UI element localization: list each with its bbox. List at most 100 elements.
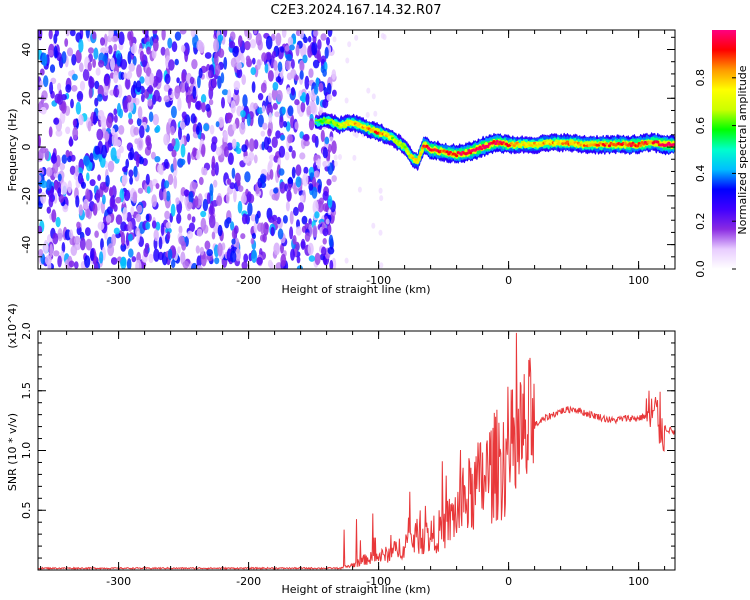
heatmap-noise-cell (308, 183, 314, 191)
heatmap-noise-cell (135, 154, 140, 168)
heatmap-noise-cell (263, 136, 270, 150)
heatmap-noise-cell (275, 76, 282, 83)
snr-y-tick-label: 1.5 (20, 382, 33, 400)
heatmap-noise-cell (110, 257, 118, 265)
heatmap-y-tick-label: -20 (20, 187, 33, 205)
heatmap-noise-cell (314, 211, 320, 219)
heatmap-noise-cell (271, 193, 279, 201)
heatmap-noise-cell (242, 94, 248, 108)
heatmap-noise-cell (64, 38, 69, 47)
heatmap-y-ticks: -40 -20 0 20 40 (20, 36, 675, 270)
heatmap-noise-cell (276, 89, 283, 103)
heatmap-ridge-cell (607, 144, 612, 148)
colorbar-tick-label: 0.8 (694, 69, 707, 87)
heatmap-noise-cell (146, 141, 152, 151)
heatmap-noise-cell (214, 162, 219, 176)
heatmap-noise-cell (267, 128, 272, 137)
heatmap-ridge-cell (492, 140, 496, 143)
heatmap-noise-cell (170, 125, 175, 136)
heatmap-noise-cell (100, 37, 105, 46)
heatmap-noise-cell (209, 124, 215, 135)
heatmap-noise-cell (304, 232, 311, 242)
heatmap-noise-cell (88, 47, 94, 54)
heatmap-noise-cell (137, 187, 144, 194)
heatmap-noise-cell (264, 63, 269, 74)
snr-x-tick-label: -200 (236, 575, 261, 588)
heatmap-noise-cell (211, 136, 218, 145)
heatmap-noise-cell (306, 105, 312, 116)
heatmap-noise-cell (226, 217, 232, 224)
heatmap-noise-cell (69, 229, 74, 239)
heatmap-noise-cell (128, 169, 134, 178)
heatmap-ridge-cell (386, 133, 390, 137)
heatmap-noise-cell (230, 100, 236, 114)
heatmap-noise-cell (94, 262, 99, 269)
heatmap-noise-cell (188, 191, 194, 204)
heatmap-noise-cell (272, 102, 278, 110)
heatmap-noise-cell (163, 95, 170, 103)
heatmap-noise-cell (68, 70, 74, 77)
heatmap-noise-cell (217, 224, 223, 237)
heatmap-noise-cell (53, 45, 58, 59)
heatmap-noise-cell (285, 201, 290, 212)
heatmap-noise-cell (75, 49, 82, 64)
heatmap-noise-cell (135, 259, 142, 269)
heatmap-noise-cell (251, 249, 258, 263)
heatmap-noise-cell (123, 72, 128, 80)
heatmap-noise-cell (366, 87, 371, 94)
heatmap-noise-cell (201, 102, 206, 113)
heatmap-noise-cell (181, 44, 186, 53)
heatmap-y-axis-title: Frequency (Hz) (6, 109, 19, 192)
heatmap-x-tick-label: -100 (366, 274, 391, 287)
colorbar-tick-label: 0.0 (694, 260, 707, 278)
heatmap-noise-cell (152, 30, 158, 35)
heatmap-noise-cell (200, 217, 207, 231)
heatmap-noise-cell (101, 144, 107, 159)
heatmap-noise-cell (111, 35, 119, 43)
heatmap-noise-cell (115, 214, 123, 225)
heatmap-noise-cell (74, 164, 79, 177)
heatmap-noise-cell (93, 47, 99, 60)
heatmap-noise-cell (280, 134, 286, 141)
heatmap-noise-cell (220, 72, 225, 84)
heatmap-noise-cell (57, 255, 62, 268)
heatmap-noise-cell (94, 145, 101, 155)
heatmap-ridge-cell (411, 156, 415, 160)
heatmap-noise-cell (365, 111, 370, 118)
heatmap-noise-cell (204, 240, 211, 250)
heatmap-noise-cell (60, 181, 68, 195)
heatmap-noise-cell (308, 68, 314, 78)
heatmap-noise-cell (70, 245, 78, 256)
heatmap-noise-cell (230, 57, 237, 68)
heatmap-noise-cell (287, 105, 294, 117)
heatmap-noise-cell (199, 246, 205, 256)
heatmap-noise-cell (322, 228, 329, 237)
heatmap-noise-cell (198, 67, 203, 79)
heatmap-noise-cell (95, 189, 101, 203)
heatmap-noise-cell (122, 207, 128, 221)
heatmap-noise-cell (94, 97, 99, 107)
heatmap-noise-cell (69, 165, 76, 175)
heatmap-noise-cell (206, 249, 213, 257)
heatmap-noise-cell (174, 85, 181, 100)
heatmap-noise-cell (317, 184, 322, 194)
heatmap-noise-cell (78, 204, 83, 217)
heatmap-ridge-cell (636, 144, 640, 148)
heatmap-noise-cell (241, 144, 248, 153)
heatmap-noise-cell (100, 115, 107, 129)
heatmap-noise-cell (113, 227, 120, 235)
heatmap-noise-cell (371, 93, 376, 100)
heatmap-noise-cell (257, 93, 264, 101)
heatmap-noise-cell (130, 84, 137, 99)
heatmap-plot-frame (37, 29, 676, 270)
heatmap-noise-cell (227, 152, 234, 165)
snr-y-tick-label: 1.0 (20, 442, 33, 460)
heatmap-noise-cell (326, 82, 332, 95)
heatmap-noise-cell (138, 156, 144, 165)
heatmap-noise-cell (274, 111, 280, 118)
heatmap-noise-cell (198, 176, 204, 186)
heatmap-noise-cell (192, 182, 198, 189)
heatmap-noise-cell (277, 228, 284, 240)
heatmap-noise-cell (71, 54, 77, 66)
heatmap-noise-cell (230, 221, 235, 231)
